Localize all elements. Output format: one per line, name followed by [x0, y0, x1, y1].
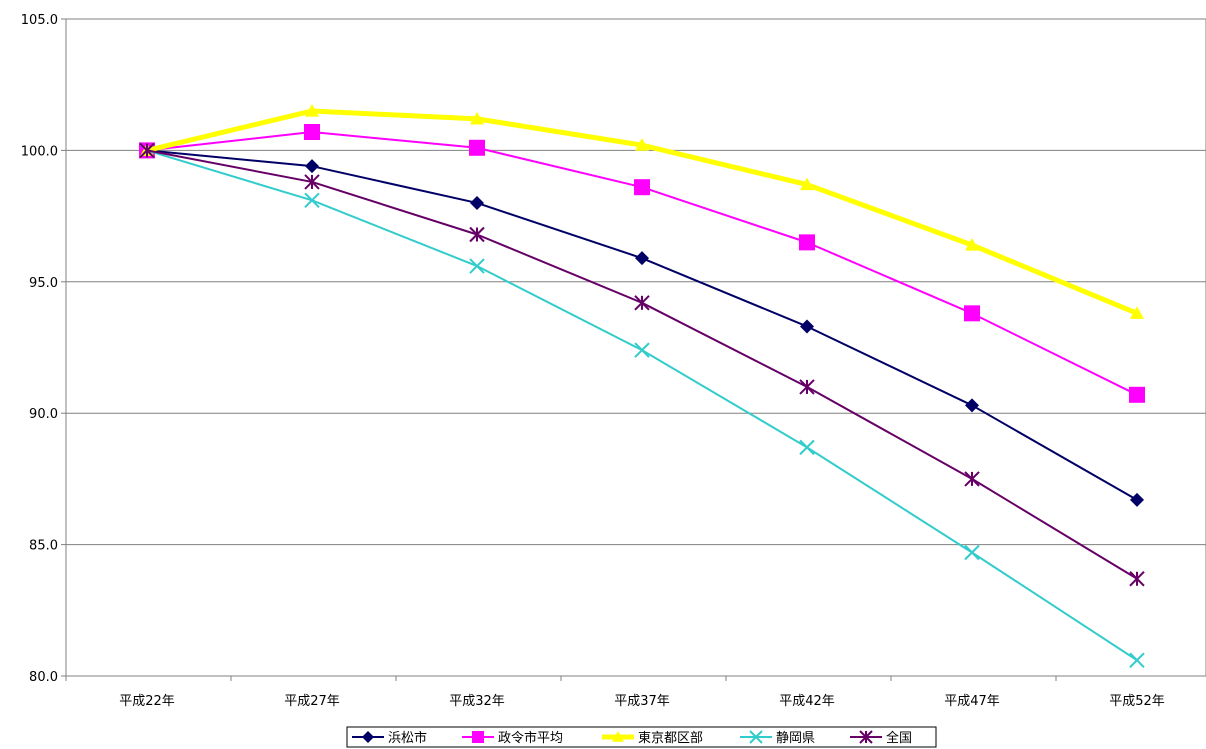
legend-label: 政令市平均 — [498, 730, 563, 746]
legend-marker — [859, 730, 873, 744]
legend-marker — [612, 731, 624, 742]
x-tick-label: 平成32年 — [449, 694, 505, 709]
legend-label: 浜松市 — [388, 730, 427, 746]
data-point — [1129, 386, 1145, 403]
data-point — [635, 251, 649, 266]
data-point — [469, 226, 485, 243]
data-point — [1129, 652, 1145, 668]
legend-box — [346, 726, 937, 748]
data-point — [1129, 571, 1145, 587]
data-point — [470, 195, 484, 210]
data-point — [305, 159, 319, 174]
y-tick-label: 100.0 — [21, 144, 58, 159]
legend-marker — [749, 730, 763, 744]
data-point — [634, 342, 650, 358]
series-3 — [140, 103, 1144, 319]
y-tick-label: 85.0 — [29, 539, 58, 554]
series-group — [139, 103, 1145, 668]
series-5 — [139, 142, 1145, 587]
data-point — [1130, 306, 1144, 319]
x-tick-label: 平成22年 — [119, 694, 175, 709]
data-point — [304, 192, 320, 209]
legend-marker — [472, 731, 484, 743]
data-point — [799, 379, 815, 395]
data-point — [800, 319, 814, 334]
legend-entry: 政令市平均 — [462, 730, 563, 746]
data-point — [965, 398, 979, 413]
legend-entry: 全国 — [850, 730, 912, 746]
data-point — [139, 142, 155, 159]
data-point — [634, 179, 650, 196]
data-point — [469, 258, 485, 274]
data-point — [1130, 492, 1144, 507]
data-point — [634, 295, 650, 311]
data-point — [304, 124, 320, 141]
legend-label: 静岡県 — [776, 731, 815, 746]
y-tick-label: 80.0 — [29, 670, 58, 685]
data-point — [469, 139, 485, 156]
x-tick-label: 平成27年 — [284, 694, 340, 709]
legend: 浜松市 政令市平均 東京都区部 静岡県 全国 — [346, 726, 937, 748]
data-point — [304, 174, 320, 190]
data-point — [799, 439, 815, 456]
legend-label: 全国 — [886, 730, 912, 746]
axes: 105.0 100.0 95.0 90.0 85.0 80.0 平成22年 平成27年 平成32… — [21, 13, 1165, 709]
x-tick-label: 平成42年 — [779, 694, 835, 709]
x-tick-label: 平成47年 — [944, 694, 1000, 709]
data-point — [305, 103, 319, 117]
y-tick-label: 90.0 — [29, 407, 58, 422]
data-point — [964, 544, 980, 561]
y-tick-label: 95.0 — [29, 276, 58, 291]
x-tick-label: 平成37年 — [614, 694, 670, 709]
data-point — [965, 238, 979, 251]
data-point — [964, 305, 980, 322]
data-point — [964, 471, 980, 487]
legend-entry: 静岡県 — [740, 730, 815, 746]
data-point — [800, 177, 814, 191]
x-tick-label: 平成52年 — [1109, 694, 1165, 709]
data-point — [635, 138, 649, 151]
legend-marker — [362, 731, 374, 743]
legend-entry: 東京都区部 — [602, 730, 703, 746]
data-point — [470, 111, 484, 125]
legend-label: 東京都区部 — [638, 730, 703, 746]
legend-entry: 浜松市 — [352, 730, 427, 746]
data-point — [799, 234, 815, 251]
y-tick-label: 105.0 — [21, 13, 58, 28]
